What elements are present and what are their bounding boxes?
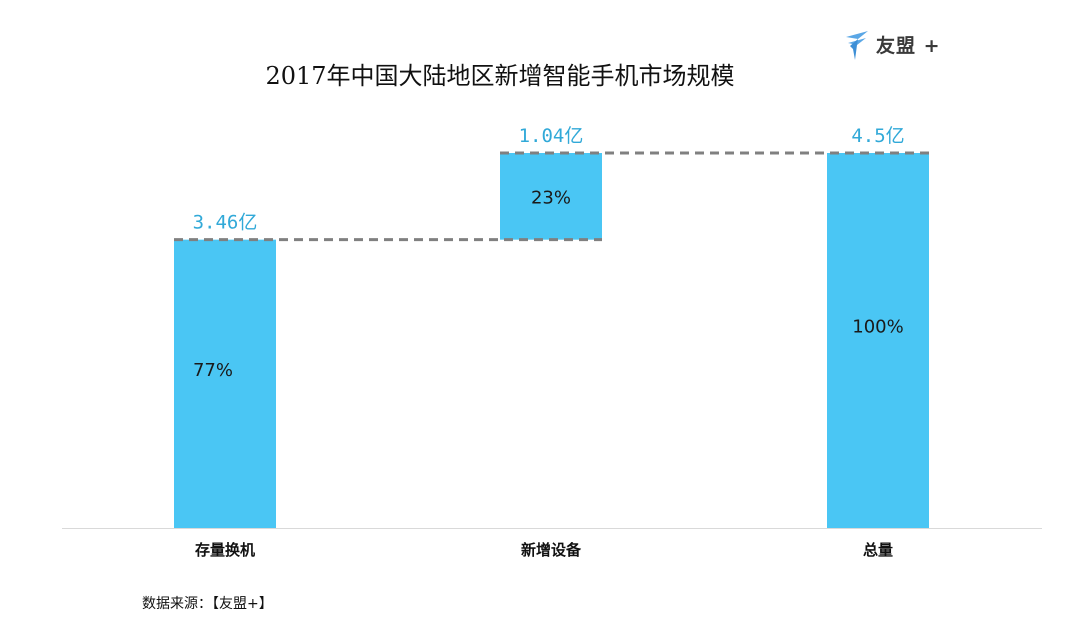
value-label-2: 4.5亿 (851, 125, 904, 147)
percent-label-1: 23% (531, 187, 571, 208)
logo: 友盟 + (844, 26, 941, 62)
value-label-1: 1.04亿 (519, 125, 584, 147)
source-note: 数据来源：【友盟+】 (142, 596, 273, 612)
bar-1 (500, 153, 602, 240)
chart-title: 2017年中国大陆地区新增智能手机市场规模 (265, 62, 735, 90)
bird-icon (844, 27, 870, 61)
bar-0 (174, 239, 276, 528)
percent-label-2: 100% (852, 317, 903, 338)
category-label-2: 总量 (863, 541, 893, 559)
value-label-0: 3.46亿 (193, 212, 258, 234)
bar-2 (827, 153, 929, 528)
percent-label-0: 77% (193, 360, 233, 381)
logo-text: 友盟 + (876, 34, 941, 57)
category-label-1: 新增设备 (521, 541, 582, 559)
category-label-0: 存量换机 (195, 541, 255, 559)
